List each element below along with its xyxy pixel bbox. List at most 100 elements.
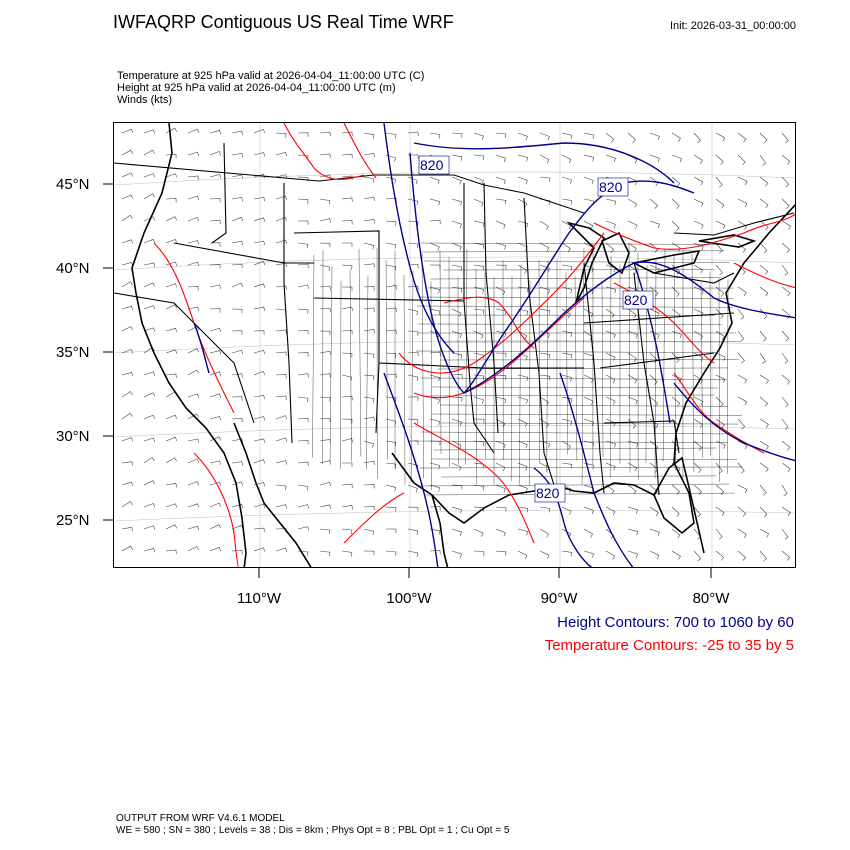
wind-barb (165, 127, 177, 134)
wind-barb (407, 242, 419, 248)
wind-barb (781, 528, 789, 540)
wind-barb (583, 440, 595, 448)
wind-barb (737, 396, 748, 406)
wind-barb (781, 550, 791, 561)
wind-barb (363, 528, 375, 536)
wind-barb (605, 132, 615, 143)
wind-barb (341, 418, 353, 424)
wind-barb (341, 550, 353, 557)
wind-barb (209, 524, 221, 530)
wind-barb (341, 395, 353, 401)
wind-barb (605, 330, 616, 339)
wind-barb (165, 327, 177, 333)
wind-barb (605, 462, 616, 471)
wind-barb (165, 239, 178, 244)
wind-barb (209, 308, 221, 313)
county-line (420, 431, 730, 435)
wind-barb (539, 154, 550, 164)
wind-barb (561, 308, 571, 319)
wind-barb (781, 132, 789, 144)
wind-barb (407, 506, 419, 512)
wind-barb (363, 307, 375, 312)
wind-barb (473, 220, 485, 228)
wind-barb (451, 462, 462, 471)
wind-barb (165, 436, 178, 442)
wind-barb (781, 220, 792, 230)
wind-barb (121, 239, 134, 244)
county-line (431, 458, 738, 460)
county-line (662, 248, 666, 462)
wind-barb (319, 504, 331, 509)
county-line (419, 466, 743, 469)
wind-barb (781, 242, 790, 253)
wind-barb (121, 194, 134, 200)
wind-barb (231, 438, 243, 443)
wind-barb (187, 175, 199, 181)
wind-barb (473, 418, 485, 424)
wind-barb (275, 132, 287, 138)
wind-barb (781, 374, 791, 385)
temperature-contour (413, 422, 535, 544)
county-line (673, 253, 677, 471)
wind-barb (407, 220, 419, 226)
wind-barb (231, 524, 244, 530)
county-line (709, 271, 711, 456)
wind-barb (319, 417, 331, 423)
wind-barb (473, 198, 484, 207)
wind-barb (473, 176, 484, 185)
temperature-contour (398, 232, 605, 374)
wind-barb (363, 550, 375, 556)
wind-barb (627, 550, 638, 558)
wind-barb (363, 328, 375, 334)
temperature-contour (343, 492, 405, 544)
wind-barb (187, 458, 200, 464)
wind-barb (297, 417, 309, 423)
wind-barb (363, 152, 375, 158)
wind-barb (693, 330, 704, 340)
wind-barb (297, 242, 309, 249)
wind-barb (253, 371, 266, 376)
wind-barb (759, 396, 769, 407)
height-contour-legend: Height Contours: 700 to 1060 by 60 (557, 614, 794, 631)
wind-barb (275, 547, 287, 552)
wind-barb (275, 374, 287, 379)
wind-barb (781, 440, 791, 451)
wind-barb (671, 198, 680, 210)
wind-barb (561, 462, 573, 469)
wind-barb (275, 460, 287, 465)
wind-barb (451, 176, 462, 185)
wind-barb (165, 216, 177, 222)
wind-barb (737, 330, 745, 342)
wind-barb (561, 176, 572, 184)
wind-barb (319, 285, 331, 291)
wind-barb (429, 418, 441, 426)
wind-barb (759, 418, 769, 428)
wind-barb (121, 526, 133, 532)
height-contour (383, 372, 439, 567)
wind-barb (627, 440, 639, 448)
wind-barb (627, 418, 637, 429)
wind-barb (429, 528, 441, 535)
wind-barb (143, 327, 156, 332)
county-line (440, 422, 739, 425)
wind-barb (275, 151, 287, 157)
wind-barb (759, 352, 767, 364)
wind-barb (342, 462, 353, 467)
wind-barb (495, 550, 507, 556)
county-line (403, 275, 406, 485)
wind-barb (407, 285, 419, 290)
wind-barb (231, 197, 243, 202)
wind-barb (253, 438, 265, 443)
height-contours (193, 123, 795, 567)
wind-barb (605, 154, 616, 163)
wind-barb (297, 373, 309, 378)
wind-barb (407, 418, 419, 424)
county-line (565, 272, 568, 455)
height-contour (559, 372, 634, 567)
wind-barb (781, 396, 789, 408)
wind-barb (165, 524, 178, 530)
wind-barb (407, 198, 419, 206)
county-line (430, 277, 722, 280)
wind-barb (253, 196, 265, 202)
wind-barb (165, 503, 178, 508)
